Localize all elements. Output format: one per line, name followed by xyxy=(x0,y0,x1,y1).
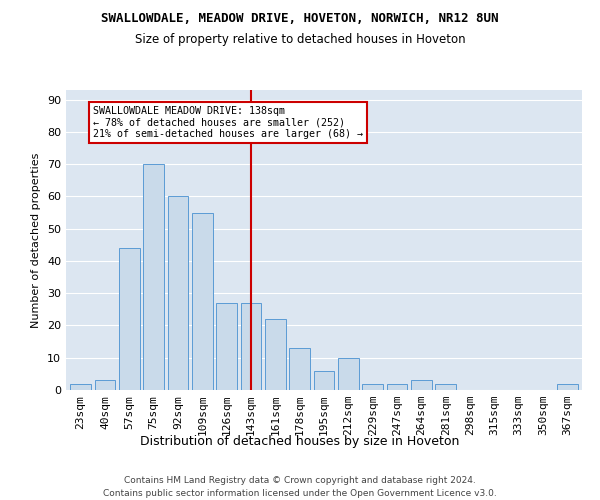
Text: SWALLOWDALE MEADOW DRIVE: 138sqm
← 78% of detached houses are smaller (252)
21% : SWALLOWDALE MEADOW DRIVE: 138sqm ← 78% o… xyxy=(93,106,363,140)
Bar xyxy=(338,358,359,390)
Bar xyxy=(386,384,407,390)
Bar xyxy=(119,248,140,390)
Bar xyxy=(241,303,262,390)
Text: Distribution of detached houses by size in Hoveton: Distribution of detached houses by size … xyxy=(140,435,460,448)
Text: Contains HM Land Registry data © Crown copyright and database right 2024.
Contai: Contains HM Land Registry data © Crown c… xyxy=(103,476,497,498)
Bar xyxy=(411,380,432,390)
Bar xyxy=(143,164,164,390)
Bar xyxy=(362,384,383,390)
Bar xyxy=(192,212,212,390)
Bar xyxy=(167,196,188,390)
Bar xyxy=(95,380,115,390)
Bar xyxy=(289,348,310,390)
Bar xyxy=(557,384,578,390)
Bar xyxy=(314,370,334,390)
Bar xyxy=(216,303,237,390)
Bar xyxy=(436,384,456,390)
Bar xyxy=(265,319,286,390)
Text: Size of property relative to detached houses in Hoveton: Size of property relative to detached ho… xyxy=(134,32,466,46)
Text: SWALLOWDALE, MEADOW DRIVE, HOVETON, NORWICH, NR12 8UN: SWALLOWDALE, MEADOW DRIVE, HOVETON, NORW… xyxy=(101,12,499,26)
Y-axis label: Number of detached properties: Number of detached properties xyxy=(31,152,41,328)
Bar xyxy=(70,384,91,390)
